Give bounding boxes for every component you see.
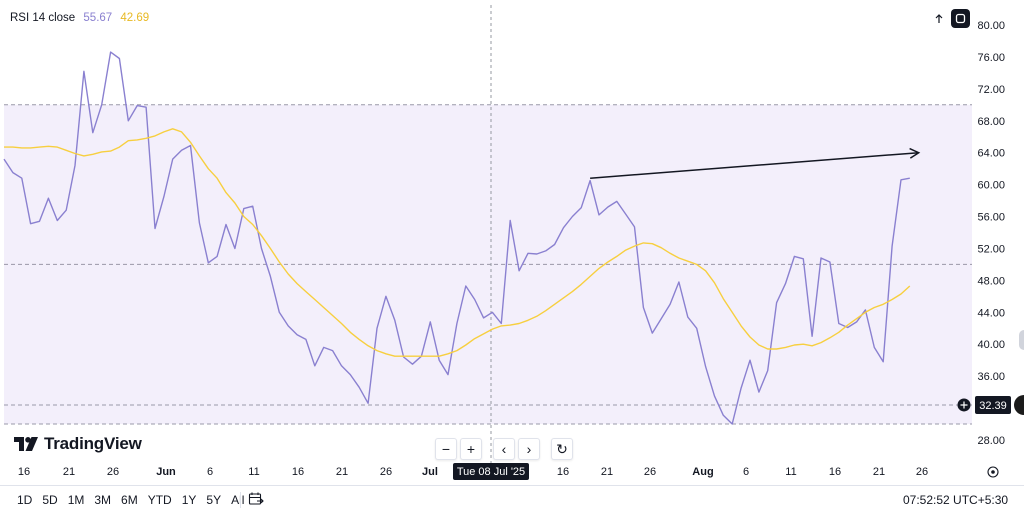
chart-nav-controls: − + ‹ › ↻ bbox=[435, 438, 573, 460]
arrow-up-icon bbox=[935, 13, 942, 23]
toolbar-divider bbox=[240, 492, 241, 508]
zoom-in-button[interactable]: + bbox=[460, 438, 482, 460]
trend-line-arrowhead bbox=[909, 147, 921, 159]
timeframe-5d[interactable]: 5D bbox=[42, 493, 58, 507]
x-tick-label: 26 bbox=[916, 466, 928, 478]
tradingview-logo[interactable]: TradingView bbox=[14, 434, 142, 454]
y-tick-label: 28.00 bbox=[977, 435, 1005, 447]
reset-chart-button[interactable]: ↻ bbox=[551, 438, 573, 460]
y-tick-label: 80.00 bbox=[977, 20, 1005, 32]
y-tick-label: 48.00 bbox=[977, 275, 1005, 287]
y-tick-label: 40.00 bbox=[977, 339, 1005, 351]
timeframe-3m[interactable]: 3M bbox=[94, 493, 112, 507]
x-tick-label: 21 bbox=[63, 466, 75, 478]
x-tick-label: 16 bbox=[829, 466, 841, 478]
x-tick-label: 16 bbox=[18, 466, 30, 478]
x-tick-label: 16 bbox=[292, 466, 304, 478]
plus-icon bbox=[960, 401, 968, 409]
timeframe-1m[interactable]: 1M bbox=[67, 493, 85, 507]
scroll-right-button[interactable]: › bbox=[518, 438, 540, 460]
price-badge-value: 32.39 bbox=[979, 400, 1007, 412]
price-badge: 32.39 bbox=[957, 395, 1011, 414]
x-tick-label: 26 bbox=[380, 466, 392, 478]
indicator-name: RSI 14 close bbox=[10, 12, 76, 24]
x-tick-label: Jul bbox=[422, 466, 438, 478]
side-toggle-button[interactable] bbox=[1014, 395, 1024, 415]
arrow-up-button[interactable] bbox=[929, 9, 948, 28]
x-tick-label: 11 bbox=[248, 466, 259, 478]
x-tick-label: 26 bbox=[107, 466, 119, 478]
x-tick-label: Jun bbox=[156, 466, 176, 478]
crosshair-date-bg bbox=[453, 463, 529, 480]
rsi-chart[interactable]: 80.00 76.00 72.00 68.00 64.00 60.00 56.00 52.00… bbox=[0, 0, 1024, 485]
x-tick-label: 6 bbox=[743, 466, 749, 478]
y-tick-label: 60.00 bbox=[977, 180, 1005, 192]
axis-settings-icon bbox=[987, 466, 999, 478]
price-badge-bg bbox=[975, 395, 1011, 414]
y-tick-label: 64.00 bbox=[977, 148, 1005, 160]
x-tick-label: 6 bbox=[207, 466, 213, 478]
timeframe-all[interactable]: All bbox=[231, 493, 245, 507]
timezone-clock[interactable]: 07:52:52 UTC+5:30 bbox=[903, 493, 1009, 507]
x-tick-label: 21 bbox=[336, 466, 348, 478]
trend-line bbox=[590, 151, 919, 179]
fullscreen-icon bbox=[955, 13, 966, 24]
crosshair-date-text: Tue 08 Jul '25 bbox=[457, 466, 525, 478]
logo-text: TradingView bbox=[44, 434, 142, 453]
timeframe-1y[interactable]: 1Y bbox=[181, 493, 197, 507]
x-tick-label: 26 bbox=[644, 466, 656, 478]
y-tick-label: 36.00 bbox=[977, 371, 1005, 383]
x-tick-label: Aug bbox=[692, 466, 713, 478]
zoom-out-button[interactable]: − bbox=[435, 438, 457, 460]
timeframe-1d[interactable]: 1D bbox=[17, 493, 33, 507]
y-tick-label: 76.00 bbox=[977, 52, 1005, 64]
y-tick-label: 52.00 bbox=[977, 243, 1005, 255]
timeframe-ytd[interactable]: YTD bbox=[147, 493, 172, 507]
rsi-line bbox=[3, 51, 910, 425]
side-scroll-indicator[interactable] bbox=[1019, 330, 1024, 350]
y-tick-label: 44.00 bbox=[977, 307, 1005, 319]
y-tick-label: 68.00 bbox=[977, 116, 1005, 128]
date-range-button[interactable] bbox=[248, 491, 264, 512]
rsi-value: 55.67 bbox=[83, 12, 113, 24]
tradingview-logo-icon bbox=[14, 437, 38, 451]
scroll-left-button[interactable]: ‹ bbox=[493, 438, 515, 460]
y-tick-label: 72.00 bbox=[977, 84, 1005, 96]
calendar-range-icon bbox=[248, 492, 264, 505]
x-tick-label: 11 bbox=[785, 466, 796, 478]
indicator-legend[interactable]: RSI 14 close 55.67 42.69 bbox=[10, 12, 149, 24]
x-tick-label: 21 bbox=[873, 466, 885, 478]
fullscreen-button[interactable] bbox=[951, 9, 970, 28]
timeframe-5y[interactable]: 5Y bbox=[206, 493, 222, 507]
x-tick-label: 21 bbox=[601, 466, 613, 478]
timeframe-list: 1D 5D 1M 3M 6M YTD 1Y 5Y All bbox=[17, 493, 249, 507]
x-tick-label: 16 bbox=[557, 466, 569, 478]
bottom-toolbar: 1D 5D 1M 3M 6M YTD 1Y 5Y All 07:52:52 UTC+5:30 bbox=[0, 485, 1024, 513]
ma-value: 42.69 bbox=[120, 12, 150, 24]
rsi-ma-line bbox=[4, 128, 911, 357]
y-tick-label: 56.00 bbox=[977, 212, 1005, 224]
timeframe-6m[interactable]: 6M bbox=[121, 493, 138, 507]
crosshair-date-label: Tue 08 Jul '25 bbox=[453, 463, 529, 480]
